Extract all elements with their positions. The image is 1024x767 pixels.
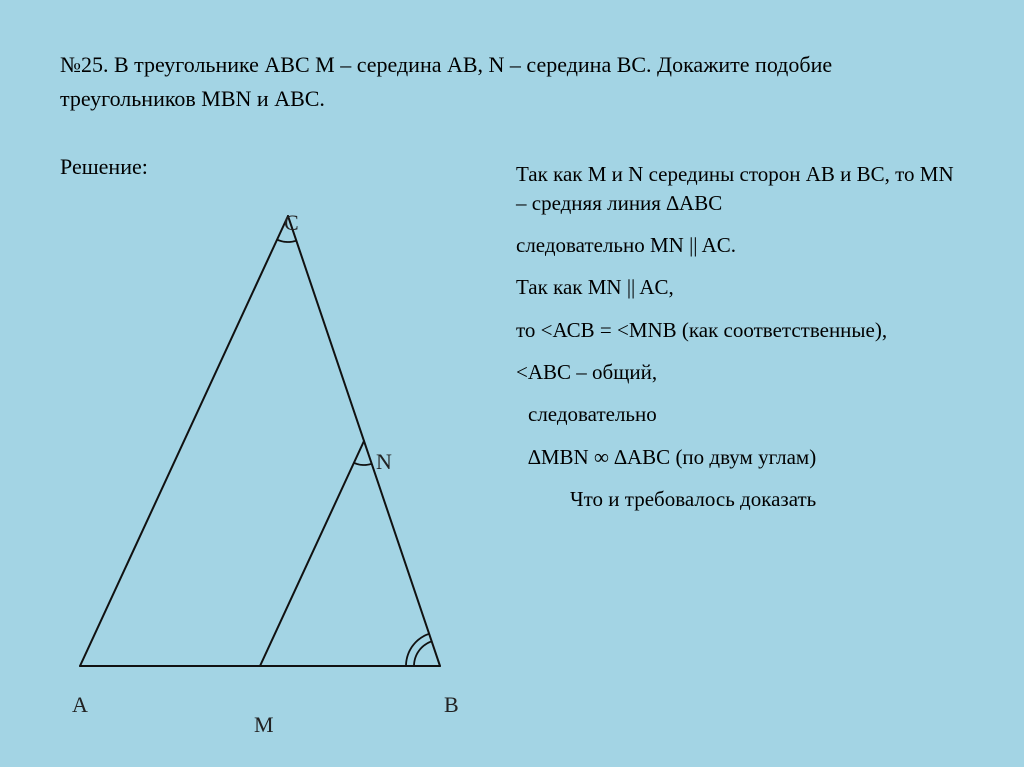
triangle-svg <box>60 196 480 716</box>
step-3: Так как MN || AC, <box>516 273 964 301</box>
content-row: Решение: ABCMN Так как М и N середины ст… <box>60 154 964 716</box>
slide: №25. В треугольнике АВС М – середина АВ,… <box>0 0 1024 767</box>
vertex-label-A: A <box>72 692 88 718</box>
step-6: следовательно <box>528 400 964 428</box>
problem-statement: №25. В треугольнике АВС М – середина АВ,… <box>60 48 964 116</box>
solution-text: Так как М и N середины сторон АВ и ВС, т… <box>510 154 964 527</box>
vertex-label-N: N <box>376 449 392 475</box>
step-8: Что и требовалось доказать <box>570 485 964 513</box>
solution-label: Решение: <box>60 154 480 180</box>
vertex-label-C: C <box>284 210 299 236</box>
left-column: Решение: ABCMN <box>60 154 480 716</box>
vertex-label-M: M <box>254 712 274 738</box>
step-1: Так как М и N середины сторон АВ и ВС, т… <box>516 160 964 217</box>
step-4: то <АСВ = <MNB (как соответственные), <box>516 316 964 344</box>
step-7: ∆MBN ∞ ∆АВС (по двум углам) <box>528 443 964 471</box>
step-5: <АВС – общий, <box>516 358 964 386</box>
triangle-diagram: ABCMN <box>60 196 480 716</box>
vertex-label-B: B <box>444 692 459 718</box>
step-2: следовательно MN || AC. <box>516 231 964 259</box>
